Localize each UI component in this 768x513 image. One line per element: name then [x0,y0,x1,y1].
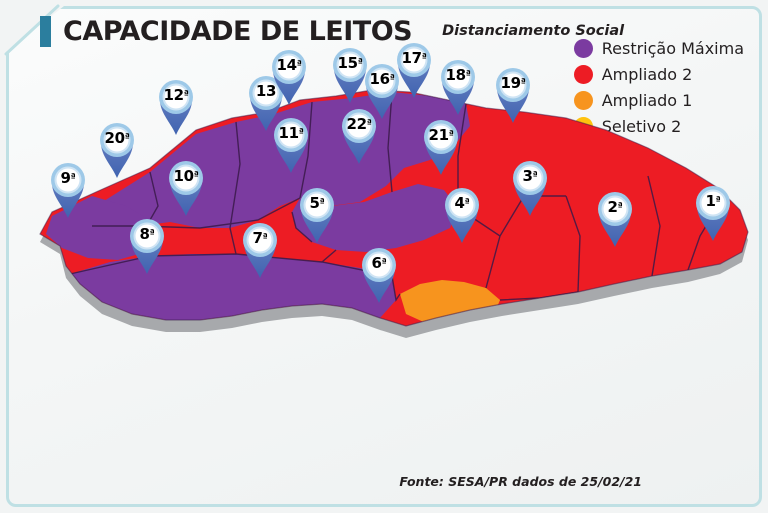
region-fill-restricao-maxima-west [46,196,158,260]
region-fill-restricao-maxima-south [70,254,396,320]
legend-color-swatch-icon [573,91,593,110]
map-pin-12[interactable]: 12 ª [153,75,199,137]
source-note: Fonte: SESA/PR dados de 25/02/21 [399,474,642,489]
map-container: 1 ª 2 ª 3 ª 4 ª 5 ª 6 ª 7 ª 8 ª 9 ª 10 ª 11 ª 12 ª 13 14 ª 15 ª 16 ª 17… [0,43,768,356]
legend-item-ampliado-2: Ampliado 2 [573,62,744,87]
map-outer-border [39,89,749,327]
legend-item-label: Restrição Máxima [601,38,744,58]
map-pin-19[interactable]: 19 ª [490,63,536,125]
legend-item-restricao-maxima: Restrição Máxima [573,36,744,61]
legend-item-ampliado-1: Ampliado 1 [573,88,744,113]
legend-color-swatch-icon [573,39,593,58]
map-pin-22[interactable]: 22 ª [336,104,382,166]
header: CAPACIDADE DE LEITOS Distanciamento Soci… [40,16,624,47]
map-pin-10[interactable]: 10 ª [163,156,209,218]
legend-color-swatch-icon [573,65,593,84]
title-accent-bar [40,16,51,47]
legend: Restrição Máxima Ampliado 2 Ampliado 1 S… [573,36,744,139]
map-pin-17[interactable]: 17 ª [391,38,437,100]
legend-item-label: Seletivo 2 [601,116,682,136]
map-pin-14[interactable]: 14 ª [266,45,312,107]
map-pin-20[interactable]: 20 ª [94,118,140,180]
map-pin-18[interactable]: 18 ª [435,55,481,117]
region-fill-restricao-maxima-central [292,184,458,252]
map-pin-21[interactable]: 21 ª [418,115,464,177]
page-subtitle: Distanciamento Social [442,23,625,40]
legend-item-label: Ampliado 2 [601,64,693,84]
page-title: CAPACIDADE DE LEITOS [63,16,413,47]
legend-item-label: Ampliado 1 [601,90,693,110]
map-internal-borders [69,91,719,302]
